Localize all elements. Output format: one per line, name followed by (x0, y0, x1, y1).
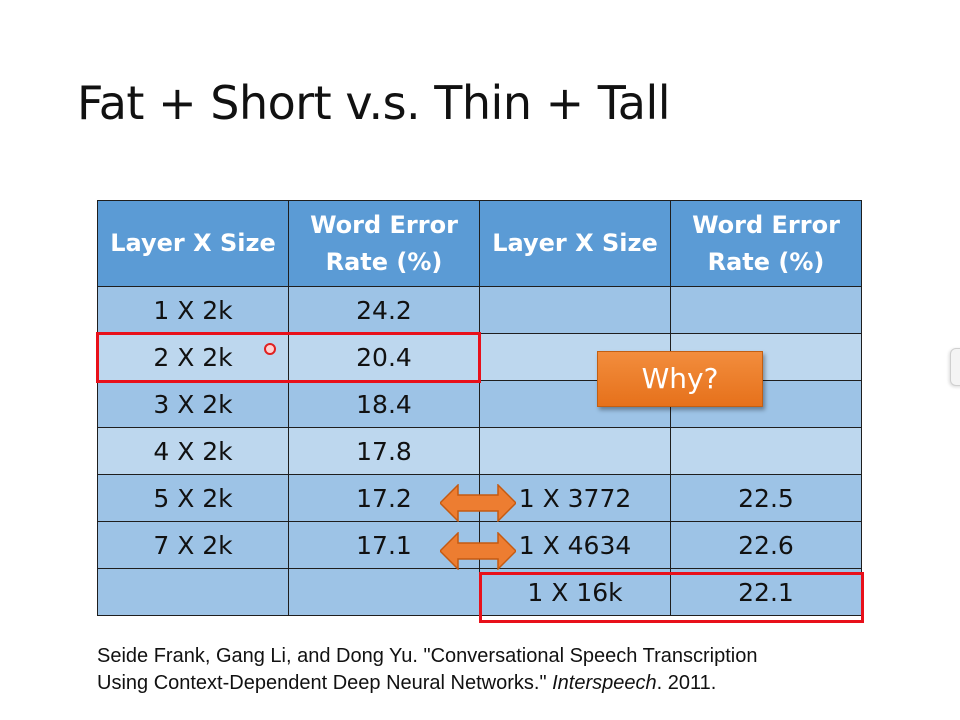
table-cell: 17.1 (288, 521, 480, 569)
word-error-rate-table: Layer X Size Word Error Rate (%) Layer X… (97, 200, 862, 616)
table-cell (670, 286, 862, 334)
header-wer-deep-text: Word Error Rate (%) (310, 210, 458, 276)
why-callout: Why? (597, 351, 763, 407)
table-cell: 17.8 (288, 427, 480, 475)
table-row: 5 X 2k 17.2 1 X 3772 22.5 (97, 474, 862, 522)
citation-title-cont: Using Context-Dependent Deep Neural Netw… (97, 672, 547, 694)
slide-title: Fat + Short v.s. Thin + Tall (77, 76, 671, 130)
table-row: 1 X 2k 24.2 (97, 286, 862, 334)
table-cell (479, 427, 671, 475)
citation-line-2: Using Context-Dependent Deep Neural Netw… (97, 670, 757, 697)
table-row: 1 X 16k 22.1 (97, 568, 862, 616)
highlight-box-1x16k (479, 572, 864, 623)
double-arrow-icon (440, 484, 516, 522)
table-cell: 4 X 2k (97, 427, 289, 475)
table-cell: 18.4 (288, 380, 480, 428)
table-cell: 3 X 2k (97, 380, 289, 428)
citation-year: . 2011. (656, 672, 717, 694)
table-cell: 1 X 16k (479, 568, 671, 616)
table-cell (97, 568, 289, 616)
table-cell: 1 X 4634 (479, 521, 671, 569)
header-layer-size-deep: Layer X Size (97, 200, 289, 287)
header-wer-deep: Word Error Rate (%) (288, 200, 480, 287)
header-layer-size-shallow: Layer X Size (479, 200, 671, 287)
citation: Seide Frank, Gang Li, and Dong Yu. "Conv… (97, 643, 757, 697)
table-cell (288, 568, 480, 616)
header-wer-shallow-text: Word Error Rate (%) (692, 210, 840, 276)
table-cell: 2 X 2k (97, 333, 289, 381)
table-row: 2 X 2k 20.4 (97, 333, 862, 381)
citation-venue: Interspeech (552, 672, 657, 694)
table-row: 4 X 2k 17.8 (97, 427, 862, 475)
table-cell: 20.4 (288, 333, 480, 381)
header-wer-shallow: Word Error Rate (%) (670, 200, 862, 287)
table-row: 7 X 2k 17.1 1 X 4634 22.6 (97, 521, 862, 569)
laser-pointer-icon (264, 343, 276, 355)
highlight-box-2x2k (96, 332, 481, 383)
table-cell: 22.6 (670, 521, 862, 569)
table-header-row: Layer X Size Word Error Rate (%) Layer X… (97, 200, 862, 287)
table-cell: 1 X 2k (97, 286, 289, 334)
table-cell (670, 427, 862, 475)
citation-line-1: Seide Frank, Gang Li, and Dong Yu. "Conv… (97, 645, 758, 667)
table-cell: 22.5 (670, 474, 862, 522)
table-cell: 22.1 (670, 568, 862, 616)
double-arrow-icon (440, 532, 516, 570)
side-panel-handle[interactable] (950, 348, 960, 386)
table-cell (479, 286, 671, 334)
table-cell: 7 X 2k (97, 521, 289, 569)
table-cell: 5 X 2k (97, 474, 289, 522)
table-cell: 24.2 (288, 286, 480, 334)
